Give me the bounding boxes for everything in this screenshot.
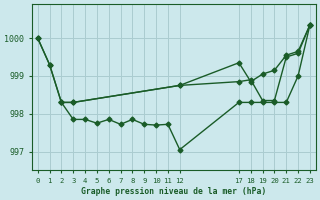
X-axis label: Graphe pression niveau de la mer (hPa): Graphe pression niveau de la mer (hPa): [81, 187, 267, 196]
